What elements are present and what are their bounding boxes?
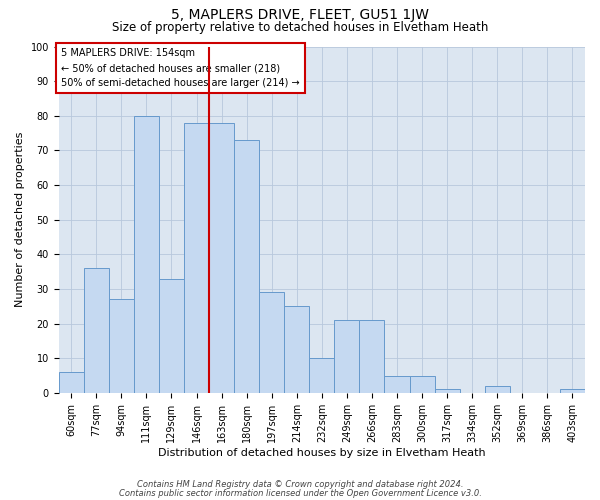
Text: Contains public sector information licensed under the Open Government Licence v3: Contains public sector information licen… <box>119 489 481 498</box>
Bar <box>485 386 510 393</box>
Bar <box>59 372 84 393</box>
Text: 5 MAPLERS DRIVE: 154sqm
← 50% of detached houses are smaller (218)
50% of semi-d: 5 MAPLERS DRIVE: 154sqm ← 50% of detache… <box>61 48 300 88</box>
Bar <box>84 268 109 393</box>
Bar <box>560 390 585 393</box>
Bar <box>159 278 184 393</box>
Text: Size of property relative to detached houses in Elvetham Heath: Size of property relative to detached ho… <box>112 21 488 34</box>
Text: 5, MAPLERS DRIVE, FLEET, GU51 1JW: 5, MAPLERS DRIVE, FLEET, GU51 1JW <box>171 8 429 22</box>
Bar <box>359 320 385 393</box>
Bar <box>284 306 309 393</box>
Bar <box>209 122 234 393</box>
Bar <box>410 376 434 393</box>
Bar <box>385 376 410 393</box>
Bar <box>334 320 359 393</box>
Bar <box>234 140 259 393</box>
Bar <box>259 292 284 393</box>
Text: Contains HM Land Registry data © Crown copyright and database right 2024.: Contains HM Land Registry data © Crown c… <box>137 480 463 489</box>
X-axis label: Distribution of detached houses by size in Elvetham Heath: Distribution of detached houses by size … <box>158 448 485 458</box>
Bar <box>434 390 460 393</box>
Bar <box>109 300 134 393</box>
Bar <box>184 122 209 393</box>
Bar <box>134 116 159 393</box>
Y-axis label: Number of detached properties: Number of detached properties <box>15 132 25 308</box>
Bar <box>309 358 334 393</box>
